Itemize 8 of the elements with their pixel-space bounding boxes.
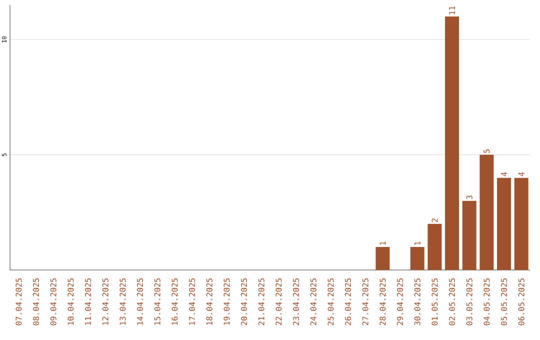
bar [410, 246, 424, 270]
bar [480, 154, 494, 270]
bar [428, 224, 442, 270]
bar [514, 178, 528, 270]
bar [462, 200, 476, 270]
bar [445, 16, 460, 270]
bar [497, 178, 512, 270]
bar [376, 246, 390, 270]
